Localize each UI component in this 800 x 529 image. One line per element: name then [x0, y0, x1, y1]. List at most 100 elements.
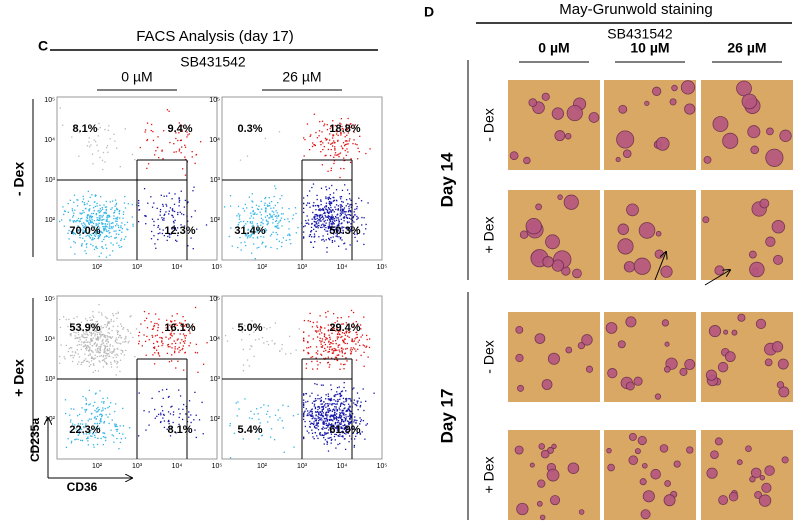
event-dot [82, 395, 84, 398]
event-dot [288, 234, 291, 236]
event-dot [334, 216, 337, 218]
event-dot [342, 420, 345, 422]
event-dot [275, 220, 278, 222]
event-dot [278, 227, 280, 229]
event-dot [329, 336, 331, 339]
event-dot [343, 408, 345, 410]
event-dot [97, 228, 99, 230]
event-dot [87, 354, 90, 357]
event-dot [239, 236, 241, 239]
event-dot [335, 393, 337, 396]
event-dot [199, 141, 202, 143]
event-dot [99, 156, 101, 159]
event-dot [316, 198, 318, 201]
event-dot [346, 222, 349, 224]
event-dot [315, 218, 317, 220]
event-dot [270, 246, 272, 249]
event-dot [156, 329, 159, 332]
event-dot [317, 425, 319, 427]
event-dot [308, 335, 310, 337]
event-dot [166, 388, 168, 391]
event-dot [337, 424, 339, 426]
cell [551, 107, 565, 120]
event-dot [178, 416, 180, 419]
cell [728, 491, 739, 502]
event-dot [319, 398, 321, 400]
event-dot [340, 145, 343, 147]
event-dot [116, 430, 118, 432]
event-dot [64, 412, 67, 415]
event-dot [281, 195, 283, 197]
event-dot [90, 429, 92, 432]
event-dot [105, 235, 108, 237]
event-dot [247, 228, 249, 231]
event-dot [327, 341, 330, 343]
event-dot [178, 199, 181, 202]
event-dot [104, 161, 106, 163]
event-dot [280, 245, 283, 248]
event-dot [94, 422, 96, 425]
event-dot [114, 403, 117, 405]
facs-plot: 53.9% 16.1%22.3% 8.1%10²10²10³10³10⁴10⁴10⁵… [44, 295, 222, 470]
cell [633, 257, 651, 275]
event-dot [115, 337, 117, 339]
event-dot [95, 329, 97, 332]
event-dot [108, 216, 111, 218]
event-dot [131, 203, 133, 206]
event-dot [68, 229, 70, 232]
cell [654, 393, 662, 400]
cell [778, 386, 790, 398]
event-dot [155, 150, 157, 152]
event-dot [104, 436, 106, 438]
event-dot [81, 423, 84, 425]
event-dot [181, 325, 183, 327]
event-dot [288, 233, 290, 235]
event-dot [332, 414, 335, 416]
event-dot [115, 312, 117, 315]
event-dot [251, 345, 253, 348]
event-dot [101, 216, 104, 218]
event-dot [174, 348, 176, 350]
event-dot [319, 328, 321, 331]
event-dot [77, 334, 80, 336]
quadrant-percent: 5.0% [237, 322, 262, 334]
event-dot [321, 120, 324, 122]
event-dot [182, 408, 184, 411]
event-dot [86, 336, 88, 339]
event-dot [250, 234, 252, 236]
event-dot [226, 340, 229, 342]
facs-plot: 5.0% 29.4%5.4% 61.9%10²10²10³10³10⁴10⁴10⁵1… [209, 295, 387, 470]
event-dot [327, 226, 330, 229]
event-dot [355, 229, 357, 231]
event-dot [103, 334, 105, 336]
event-dot [120, 438, 123, 440]
event-dot [346, 128, 348, 131]
event-dot [328, 437, 331, 439]
event-dot [98, 122, 100, 125]
event-dot [253, 229, 255, 231]
event-dot [260, 200, 262, 202]
event-dot [340, 232, 342, 234]
event-dot [183, 369, 185, 371]
event-dot [102, 326, 105, 329]
event-dot [245, 235, 247, 237]
event-dot [334, 356, 337, 358]
event-dot [359, 420, 362, 423]
event-dot [268, 217, 270, 219]
event-dot [303, 406, 305, 408]
cell [642, 462, 648, 469]
event-dot [327, 411, 330, 413]
event-dot [324, 212, 326, 214]
event-dot [99, 348, 101, 350]
event-dot [113, 230, 115, 232]
event-dot [326, 416, 328, 418]
event-dot [323, 123, 326, 125]
event-dot [124, 224, 126, 226]
event-dot [339, 442, 341, 445]
event-dot [116, 360, 118, 363]
event-dot [274, 225, 276, 228]
event-dot [195, 436, 197, 439]
event-dot [108, 321, 111, 324]
event-dot [281, 241, 283, 244]
cell [724, 351, 736, 363]
